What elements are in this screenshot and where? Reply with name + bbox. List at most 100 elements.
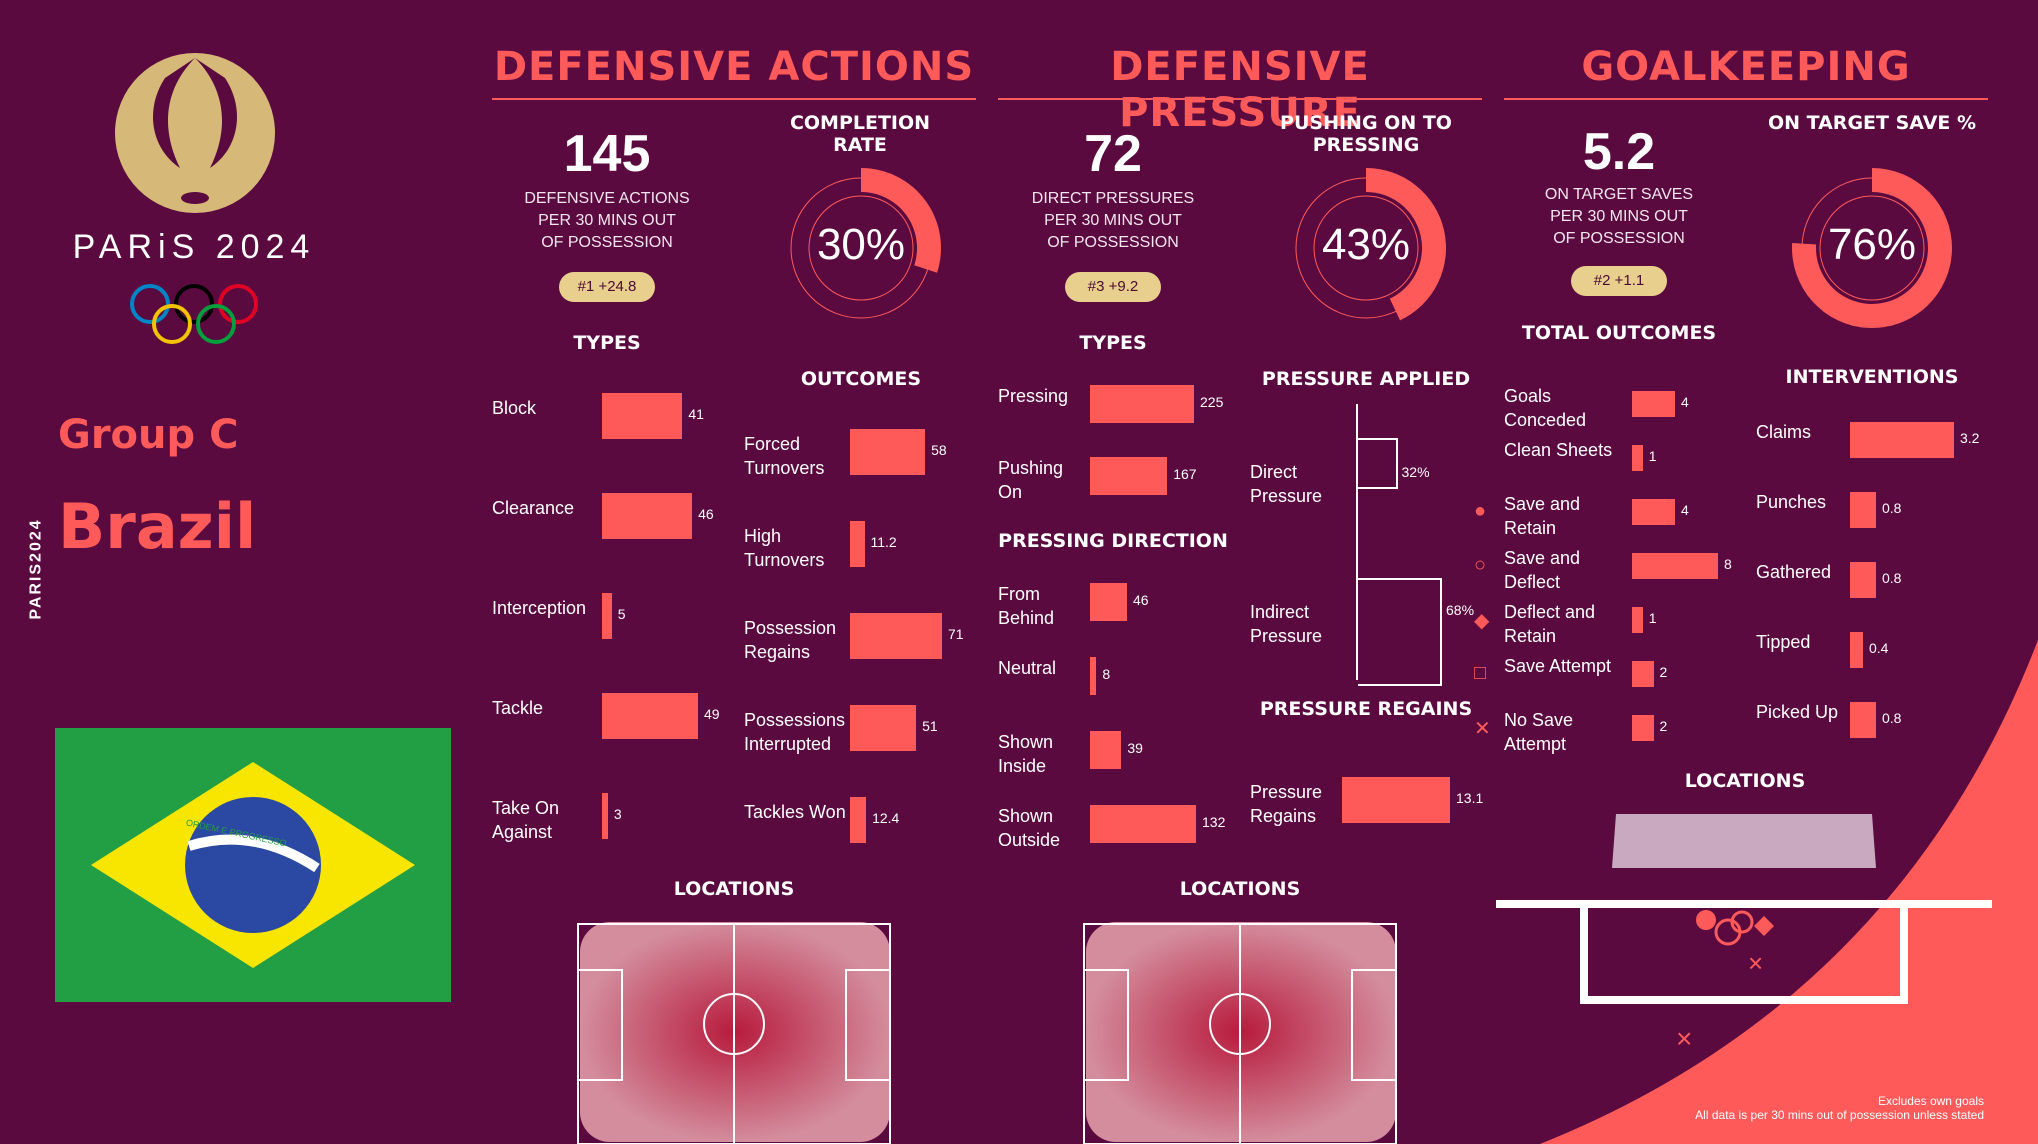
donut-track — [1313, 195, 1419, 301]
paris-2024-wordmark: PARiS 2024 — [72, 228, 316, 266]
bar-label: Indirect Pressure — [1250, 602, 1323, 646]
locations-title: LOCATIONS — [1179, 878, 1301, 900]
bar-value: 225 — [1200, 394, 1224, 410]
bracket-axis — [1356, 404, 1358, 680]
bar-label: Forced Turnovers — [744, 434, 825, 478]
bar-label: Save and Deflect — [1504, 548, 1581, 592]
bar — [1632, 391, 1675, 417]
bar — [602, 393, 683, 439]
bar-label: Gathered — [1756, 562, 1832, 582]
footer-line: All data is per 30 mins out of possessio… — [1695, 1108, 1984, 1122]
bar-label: Tackles Won — [744, 802, 846, 822]
bar-value: 132 — [1202, 814, 1226, 830]
bar-label: Save and Retain — [1504, 494, 1581, 538]
bar — [1632, 499, 1675, 525]
bar-value: 13.1 — [1456, 790, 1484, 806]
bar-value: 32% — [1401, 464, 1430, 480]
bar-label: Tackle — [492, 698, 544, 718]
square-icon: □ — [1474, 662, 1487, 684]
bar-value: 46 — [698, 506, 714, 522]
defensive-actions-value: 145 — [563, 125, 651, 183]
defensive-pressure-desc: DIRECT PRESSURES PER 30 MINS OUT OF POSS… — [1013, 188, 1213, 254]
bar — [1850, 702, 1876, 738]
bar-value: 4 — [1681, 502, 1689, 518]
bar-label: Clean Sheets — [1504, 440, 1613, 460]
bar — [1342, 777, 1450, 823]
bar-label: Tipped — [1756, 632, 1811, 652]
bar-value: 68% — [1446, 602, 1475, 618]
rank-badge: #2 +1.1 — [1571, 266, 1667, 296]
goal-locations-chart: × × — [1496, 814, 1992, 1054]
bar-value: 3.2 — [1960, 430, 1980, 446]
goalkeeping-desc: ON TARGET SAVES PER 30 MINS OUT OF POSSE… — [1519, 184, 1719, 250]
pushing-title: PUSHING ON TO PRESSING — [1280, 112, 1452, 156]
circle-open-icon: ○ — [1474, 554, 1487, 576]
pushing-donut — [1295, 168, 1446, 321]
bar-label: Punches — [1756, 492, 1827, 512]
bar-label: Goals Conceded — [1504, 386, 1587, 430]
bar-label: Block — [492, 398, 537, 418]
bar — [1632, 661, 1654, 687]
bar-label: Direct Pressure — [1250, 462, 1323, 506]
bar-value: 167 — [1173, 466, 1197, 482]
bar — [602, 793, 608, 839]
bar — [1850, 632, 1863, 668]
save-title: ON TARGET SAVE % — [1767, 112, 1977, 134]
goalkeeping-title: GOALKEEPING — [1504, 44, 1988, 100]
bar-label: Pushing On — [998, 458, 1064, 502]
bar — [850, 613, 942, 659]
bar-value: 39 — [1127, 740, 1143, 756]
olympic-rings-icon — [130, 284, 258, 344]
bar — [850, 705, 917, 751]
bar — [1090, 657, 1097, 695]
pressure-applied-title: PRESSURE APPLIED — [1261, 368, 1471, 390]
save-donut — [1792, 168, 1952, 328]
bar-value: 71 — [948, 626, 964, 642]
desc-line: OF POSSESSION — [1047, 234, 1179, 251]
bar — [850, 521, 865, 567]
bar-label: Pressing — [998, 386, 1069, 406]
total-outcomes-title: TOTAL OUTCOMES — [1521, 322, 1717, 344]
footer-note: Excludes own goals All data is per 30 mi… — [1640, 1094, 1984, 1122]
bar-value: 1 — [1648, 448, 1657, 464]
rank-badge: #3 +9.2 — [1065, 272, 1161, 302]
defensive-actions-title: DEFENSIVE ACTIONS — [492, 44, 976, 100]
bar — [1850, 492, 1876, 528]
bar-value: 2 — [1659, 664, 1668, 680]
bar-value: 46 — [1132, 592, 1149, 608]
donut-track — [808, 195, 914, 301]
pressure-regains-title: PRESSURE REGAINS — [1259, 698, 1473, 720]
rank-badge: #1 +24.8 — [559, 272, 655, 302]
donut-track — [1819, 195, 1925, 301]
bar — [1850, 562, 1876, 598]
interventions-title: INTERVENTIONS — [1785, 366, 1959, 388]
bar-value: 1 — [1648, 610, 1657, 626]
vertical-brand: PARIS2024 — [27, 518, 45, 620]
goalkeeping-value: 5.2 — [1582, 123, 1656, 181]
desc-line: DIRECT PRESSURES — [1031, 190, 1195, 207]
bar-value: 41 — [688, 406, 704, 422]
svg-text:×: × — [1676, 1023, 1692, 1054]
bar-value: 0.4 — [1869, 640, 1889, 656]
bar-label: Interception — [492, 598, 587, 618]
bar — [1358, 578, 1442, 686]
bar-label: Picked Up — [1756, 702, 1839, 722]
bar-value: 0.8 — [1882, 500, 1902, 516]
save-value: 76% — [1827, 220, 1917, 269]
bar-label: Take On Against — [492, 798, 560, 842]
defensive-pressure-heatmap — [1083, 922, 1397, 1144]
bar — [1090, 385, 1194, 423]
bar-label: Possessions Interrupted — [744, 710, 846, 754]
desc-line: ON TARGET SAVES — [1544, 186, 1694, 203]
bar — [1090, 805, 1196, 843]
locations-title: LOCATIONS — [673, 878, 795, 900]
desc-line: OF POSSESSION — [541, 234, 673, 251]
bar-label: Possession Regains — [744, 618, 837, 662]
bar-label: Deflect and Retain — [1504, 602, 1596, 646]
bar — [1632, 715, 1654, 741]
bar-value: 5 — [617, 606, 626, 622]
bar — [602, 493, 693, 539]
bar-value: 0.8 — [1882, 710, 1902, 726]
completion-rate-title: COMPLETION RATE — [789, 112, 931, 156]
